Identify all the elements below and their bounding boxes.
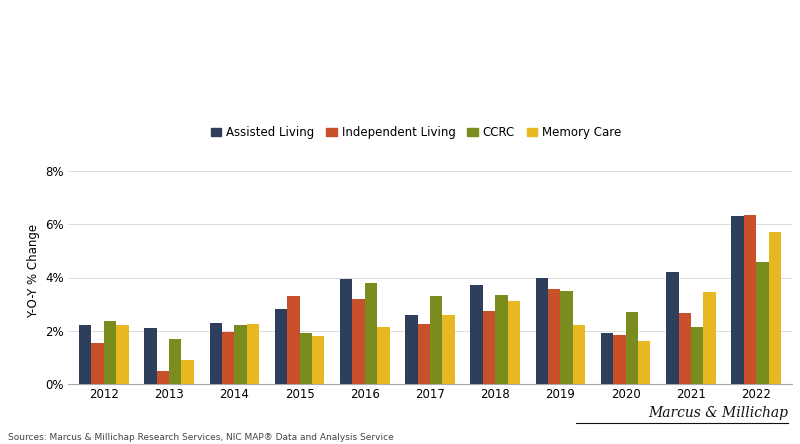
Bar — [234, 325, 246, 384]
Bar — [377, 327, 390, 384]
Bar — [626, 312, 638, 384]
Bar — [365, 283, 377, 384]
Bar — [536, 278, 548, 384]
Legend: Assisted Living, Independent Living, CCRC, Memory Care: Assisted Living, Independent Living, CCR… — [206, 121, 626, 144]
Bar — [222, 332, 234, 384]
Bar — [169, 339, 182, 384]
Bar — [495, 295, 508, 384]
Bar — [91, 343, 104, 384]
Bar — [287, 296, 299, 384]
Bar — [312, 336, 324, 384]
Bar — [483, 311, 495, 384]
Bar — [691, 327, 703, 384]
Bar — [406, 315, 418, 384]
Bar — [352, 299, 365, 384]
Bar — [470, 285, 483, 384]
Bar — [274, 309, 287, 384]
Text: Sources: Marcus & Millichap Research Services, NIC MAP® Data and Analysis Servic: Sources: Marcus & Millichap Research Ser… — [8, 433, 394, 442]
Bar — [744, 215, 756, 384]
Bar — [418, 324, 430, 384]
Bar — [210, 323, 222, 384]
Bar — [430, 296, 442, 384]
Bar — [769, 232, 781, 384]
Text: Marcus & Millichap: Marcus & Millichap — [648, 405, 788, 420]
Bar — [182, 360, 194, 384]
Text: ANNUAL PERCENT RENT GROWTH BY FACILITY TYPE: ANNUAL PERCENT RENT GROWTH BY FACILITY T… — [10, 61, 436, 76]
Bar — [299, 333, 312, 384]
Bar — [104, 321, 116, 384]
Bar — [157, 371, 169, 384]
Bar — [614, 335, 626, 384]
Bar — [756, 262, 769, 384]
Bar — [601, 333, 614, 384]
Bar — [703, 292, 716, 384]
Text: SENIORS HOUSING RENTS ARE IMPROVING AT EVERY SERVICE LEVEL;: SENIORS HOUSING RENTS ARE IMPROVING AT E… — [10, 29, 581, 44]
Y-axis label: Y-O-Y % Change: Y-O-Y % Change — [26, 224, 40, 318]
Bar — [678, 313, 691, 384]
Bar — [79, 325, 91, 384]
Bar — [144, 328, 157, 384]
Bar — [731, 216, 744, 384]
Bar — [666, 272, 678, 384]
Bar — [340, 279, 352, 384]
Bar — [116, 325, 129, 384]
Bar — [442, 315, 454, 384]
Bar — [246, 324, 259, 384]
Bar — [561, 291, 573, 384]
Bar — [638, 341, 650, 384]
Bar — [508, 301, 520, 384]
Bar — [548, 289, 561, 384]
Bar — [573, 325, 586, 384]
